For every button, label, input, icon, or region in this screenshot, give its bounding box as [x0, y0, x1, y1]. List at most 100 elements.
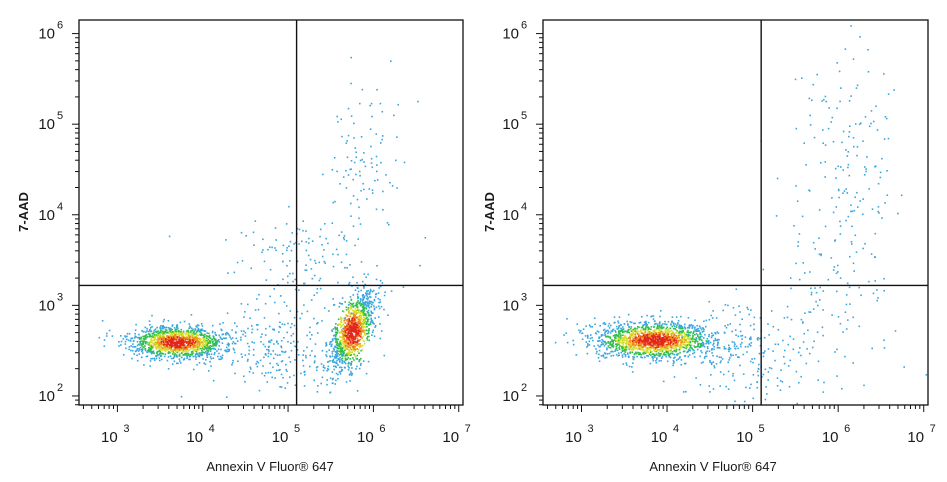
event-dot — [363, 331, 366, 334]
event-dot — [584, 335, 587, 337]
event-dot — [149, 351, 152, 353]
event-dot — [664, 339, 666, 342]
event-dot — [277, 364, 279, 367]
event-dot — [374, 179, 376, 182]
event-dot — [633, 322, 635, 325]
event-dot — [344, 339, 347, 342]
event-dot — [364, 302, 367, 304]
event-dot — [349, 264, 351, 266]
event-dot — [656, 325, 659, 328]
event-dot — [352, 320, 355, 322]
event-dot — [111, 335, 114, 337]
event-dot — [174, 347, 176, 350]
event-dot — [632, 343, 634, 345]
event-dot — [396, 136, 398, 138]
event-dot — [665, 323, 668, 326]
event-dot — [687, 355, 690, 358]
event-dot — [136, 344, 139, 347]
event-dot — [644, 334, 646, 336]
event-dot — [360, 289, 362, 292]
event-dot — [339, 323, 341, 326]
event-dot — [621, 347, 623, 350]
event-dot — [654, 320, 656, 322]
event-dot — [157, 335, 160, 337]
event-dot — [353, 317, 355, 320]
event-dot — [137, 336, 139, 339]
event-dot — [839, 233, 842, 235]
event-dot — [649, 332, 652, 335]
event-dot — [173, 337, 176, 339]
event-dot — [190, 343, 192, 346]
event-dot — [209, 348, 211, 350]
event-dot — [375, 133, 378, 135]
event-dot — [629, 345, 631, 347]
event-dot — [362, 320, 365, 323]
event-dot — [374, 325, 377, 327]
event-dot — [675, 342, 677, 345]
event-dot — [810, 287, 812, 290]
event-dot — [179, 321, 182, 324]
event-dot — [339, 373, 342, 375]
event-dot — [676, 323, 679, 325]
event-dot — [648, 348, 650, 351]
event-dot — [845, 294, 848, 296]
event-dot — [359, 344, 361, 347]
event-dot — [340, 332, 342, 334]
event-dot — [347, 345, 349, 347]
event-dot — [347, 308, 349, 310]
event-dot — [350, 362, 352, 365]
event-dot — [178, 339, 180, 341]
event-dot — [717, 341, 719, 343]
event-dot — [811, 346, 814, 349]
event-dot — [190, 314, 193, 316]
event-dot — [897, 212, 899, 215]
event-dot — [356, 198, 359, 201]
event-dot — [672, 322, 675, 324]
event-dot — [653, 329, 656, 331]
event-dot — [575, 354, 578, 356]
event-dot — [658, 343, 661, 345]
event-dot — [397, 103, 399, 106]
event-dot — [703, 320, 705, 323]
event-dot — [857, 206, 859, 208]
event-dot — [222, 322, 224, 324]
event-dot — [659, 349, 662, 352]
event-dot — [668, 350, 671, 352]
event-dot — [572, 343, 575, 346]
event-dot — [206, 354, 208, 357]
event-dot — [351, 317, 353, 320]
event-dot — [194, 344, 196, 347]
event-dot — [612, 340, 614, 342]
event-dot — [629, 341, 632, 343]
event-dot — [308, 331, 311, 333]
event-dot — [647, 342, 649, 345]
event-dot — [343, 317, 345, 320]
event-dot — [622, 341, 624, 344]
event-dot — [332, 377, 334, 380]
event-dot — [848, 286, 851, 289]
event-dot — [201, 347, 204, 349]
event-dot — [645, 337, 648, 340]
event-dot — [225, 239, 227, 241]
event-dot — [286, 249, 288, 252]
event-dot — [160, 347, 162, 349]
event-dot — [683, 362, 686, 365]
event-dot — [344, 361, 346, 363]
event-dot — [214, 341, 217, 344]
event-dot — [822, 129, 824, 131]
event-dot — [596, 330, 599, 332]
event-dot — [674, 347, 677, 349]
event-dot — [367, 312, 369, 314]
event-dot — [877, 297, 879, 299]
event-dot — [647, 338, 650, 341]
event-dot — [630, 345, 632, 348]
event-dot — [624, 330, 626, 332]
event-dot — [350, 328, 353, 330]
event-dot — [844, 48, 847, 50]
event-dot — [824, 176, 826, 178]
event-dot — [658, 332, 661, 334]
event-dot — [351, 303, 353, 305]
event-dot — [174, 346, 177, 349]
event-dot — [280, 360, 283, 363]
event-dot — [692, 340, 694, 343]
